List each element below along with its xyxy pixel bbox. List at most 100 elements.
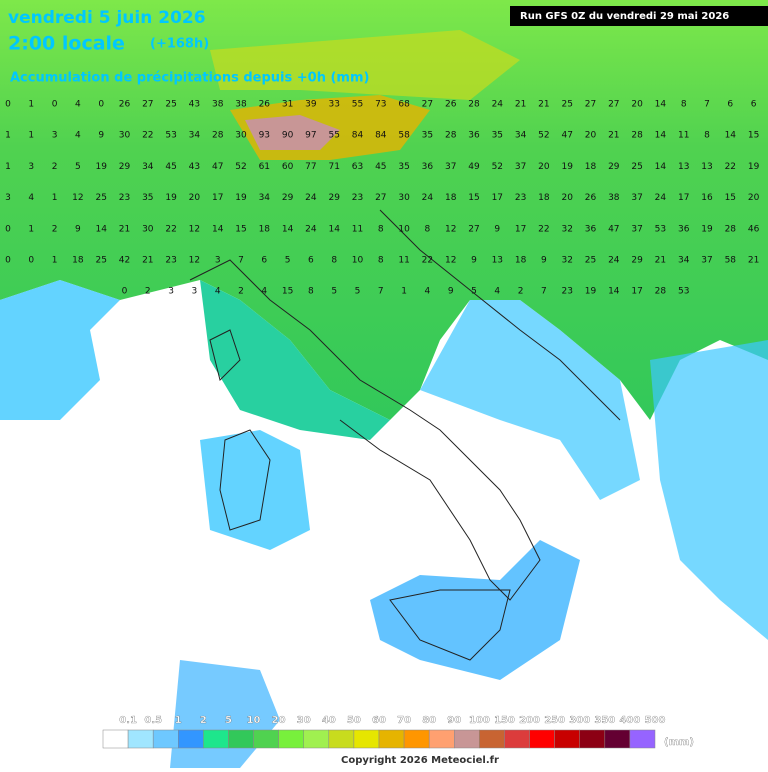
grid-value: 7 <box>378 287 384 297</box>
grid-value: 0 <box>5 256 11 266</box>
legend-swatch <box>529 729 555 749</box>
legend-label: 0.5 <box>144 715 162 726</box>
legend-label: 500 <box>645 715 666 726</box>
legend-swatch <box>504 729 530 749</box>
grid-value: 60 <box>282 162 294 172</box>
grid-value: 29 <box>328 193 340 203</box>
grid-value: 27 <box>142 100 153 110</box>
grid-value: 33 <box>328 100 339 110</box>
legend-swatch <box>253 729 279 749</box>
legend-swatch <box>228 729 254 749</box>
legend-swatch <box>127 729 154 749</box>
legend-swatch <box>454 729 480 749</box>
precip-field <box>420 300 640 500</box>
grid-value: 20 <box>631 100 643 110</box>
grid-value: 32 <box>561 224 572 234</box>
grid-value: 93 <box>259 131 270 141</box>
grid-value: 27 <box>585 100 596 110</box>
grid-value: 8 <box>704 131 710 141</box>
grid-value: 5 <box>471 287 477 297</box>
grid-value: 1 <box>28 100 34 110</box>
legend-swatch <box>328 729 355 749</box>
legend-swatch <box>554 729 580 749</box>
grid-value: 12 <box>445 224 456 234</box>
grid-value: 0 <box>52 100 58 110</box>
grid-value: 27 <box>375 193 386 203</box>
precip-field <box>200 430 310 550</box>
grid-value: 47 <box>212 162 223 172</box>
grid-value: 18 <box>72 256 84 266</box>
grid-value: 15 <box>725 193 736 203</box>
grid-value: 11 <box>398 256 409 266</box>
grid-value: 35 <box>492 131 503 141</box>
grid-value: 9 <box>494 224 500 234</box>
grid-value: 36 <box>678 224 690 234</box>
legend-label: 350 <box>594 715 615 726</box>
grid-value: 23 <box>561 287 572 297</box>
grid-value: 4 <box>494 287 500 297</box>
precip-field <box>370 540 580 680</box>
grid-value: 23 <box>165 256 176 266</box>
grid-value: 61 <box>259 162 270 172</box>
grid-value: 28 <box>212 131 224 141</box>
grid-value: 29 <box>631 256 643 266</box>
grid-value: 27 <box>608 100 619 110</box>
grid-value: 26 <box>119 100 131 110</box>
grid-value: 3 <box>192 287 198 297</box>
grid-value: 25 <box>95 256 106 266</box>
coastlines <box>189 209 621 661</box>
legend-label: 70 <box>397 715 411 726</box>
grid-value: 18 <box>515 256 527 266</box>
grid-value: 34 <box>678 256 690 266</box>
grid-value: 14 <box>655 100 667 110</box>
grid-value: 9 <box>471 256 477 266</box>
grid-value: 9 <box>448 287 454 297</box>
legend-swatch <box>303 729 330 749</box>
grid-value: 13 <box>678 162 689 172</box>
grid-value: 16 <box>701 193 713 203</box>
legend-label: 0.1 <box>119 715 137 726</box>
grid-value: 6 <box>727 100 733 110</box>
grid-value: 3 <box>5 193 11 203</box>
grid-value: 24 <box>305 224 317 234</box>
grid-value: 11 <box>352 224 363 234</box>
legend-label: 250 <box>544 715 565 726</box>
grid-value: 49 <box>468 162 480 172</box>
legend-label: 200 <box>519 715 540 726</box>
grid-value: 55 <box>352 100 363 110</box>
grid-value: 21 <box>655 256 666 266</box>
grid-value: 30 <box>398 193 410 203</box>
title-time: 2:00 locale <box>8 33 125 55</box>
legend-label: 30 <box>297 715 311 726</box>
legend-label: 300 <box>569 715 590 726</box>
grid-value: 24 <box>305 193 317 203</box>
legend-label: 5 <box>225 715 232 726</box>
grid-value: 0 <box>5 224 11 234</box>
grid-value: 20 <box>585 131 597 141</box>
grid-value: 4 <box>75 131 81 141</box>
subtitle: Accumulation de précipitations depuis +0… <box>10 71 369 86</box>
grid-value: 14 <box>212 224 224 234</box>
legend-swatch <box>403 729 430 749</box>
grid-value: 4 <box>75 100 81 110</box>
grid-value: 25 <box>165 100 176 110</box>
grid-value: 2 <box>52 224 58 234</box>
grid-value: 19 <box>95 162 107 172</box>
grid-value: 21 <box>515 100 526 110</box>
grid-value: 1 <box>28 224 34 234</box>
grid-value: 34 <box>142 162 154 172</box>
grid-value: 39 <box>305 100 317 110</box>
grid-value: 1 <box>28 131 34 141</box>
grid-value: 21 <box>142 256 153 266</box>
grid-value: 22 <box>725 162 736 172</box>
grid-value: 18 <box>445 193 457 203</box>
grid-value: 36 <box>468 131 480 141</box>
run-info: Run GFS 0Z du vendredi 29 mai 2026 <box>520 11 729 22</box>
legend-swatch <box>178 729 204 749</box>
grid-value: 21 <box>748 256 759 266</box>
grid-value: 14 <box>725 131 737 141</box>
grid-value: 22 <box>538 224 549 234</box>
grid-value: 35 <box>398 162 409 172</box>
grid-value: 0 <box>98 100 104 110</box>
